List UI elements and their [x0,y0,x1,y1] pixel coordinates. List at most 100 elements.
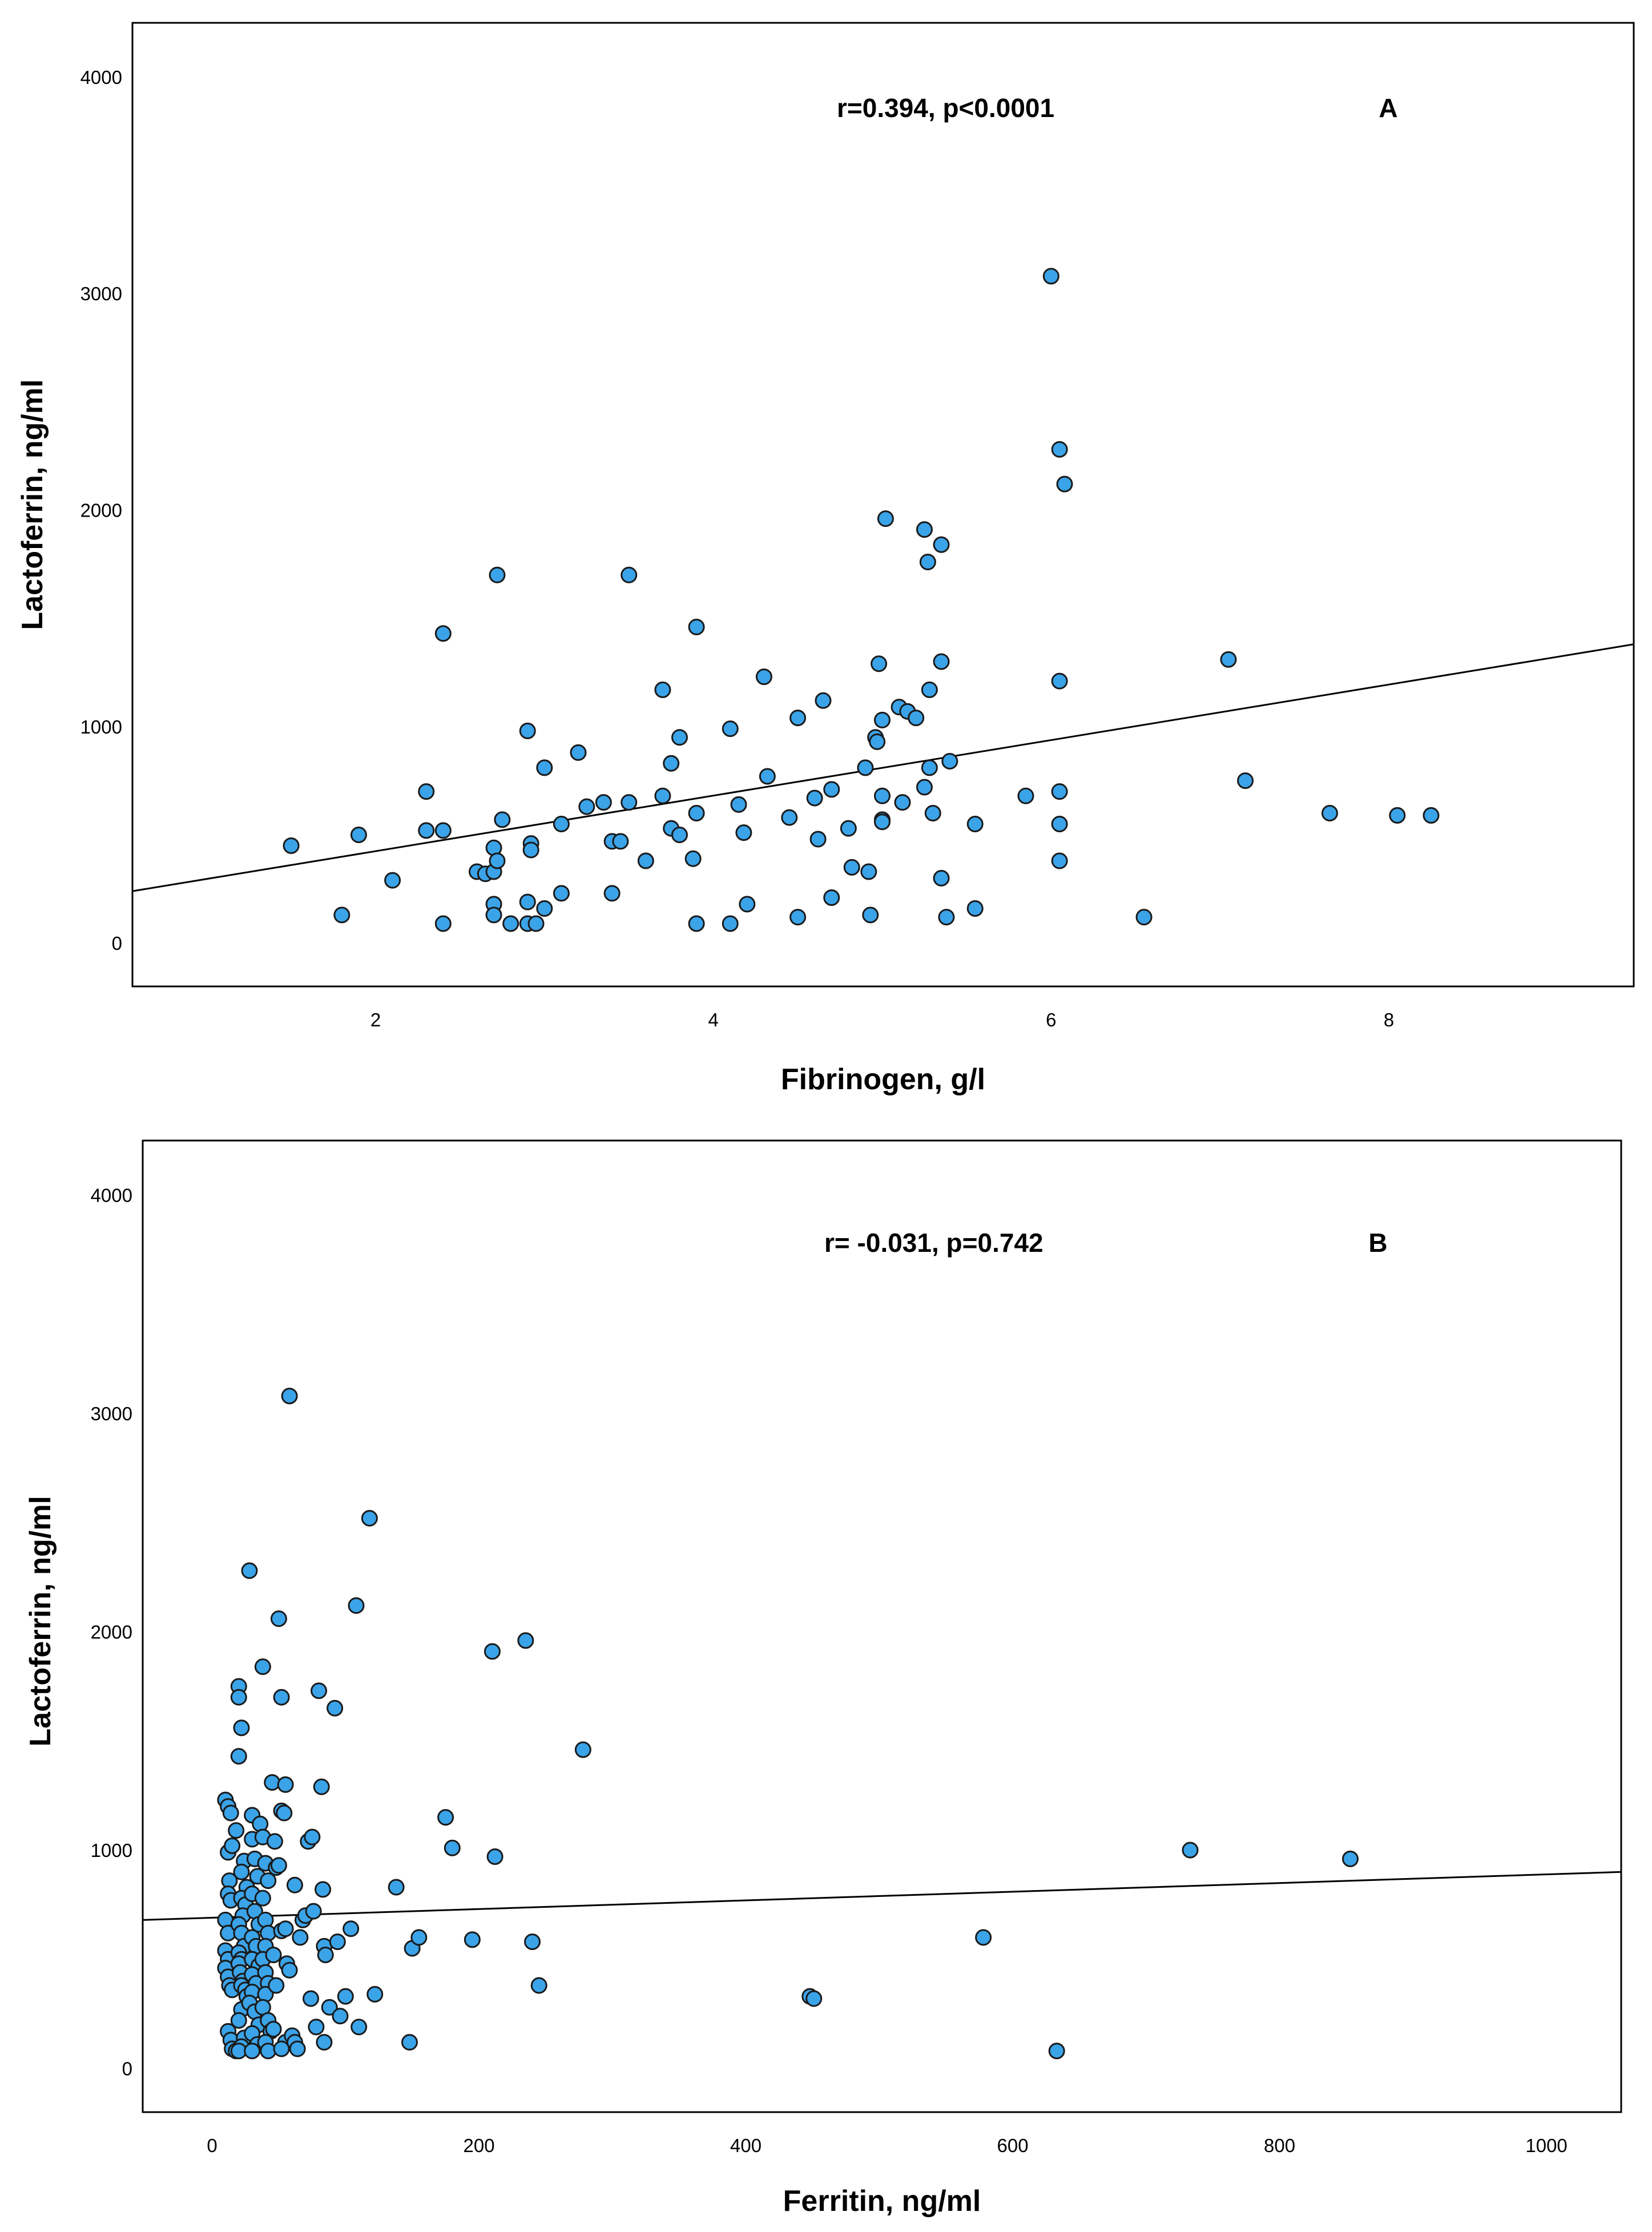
data-point [527,915,545,932]
plot-frame [142,1139,1622,2113]
data-point [327,1699,344,1717]
data-point [1017,787,1034,804]
data-point [874,787,891,804]
x-tick-label: 4 [708,1009,719,1030]
data-point [264,1774,281,1791]
data-point [933,536,950,553]
data-point [361,1510,378,1527]
data-point [1341,1850,1359,1867]
data-point [228,1822,245,1839]
data-point [730,796,747,813]
data-point [759,768,776,785]
x-tick-label: 6 [1046,1009,1056,1030]
data-point [305,1903,322,1920]
data-point [924,805,941,822]
data-point [806,789,823,807]
data-point [789,909,807,926]
y-tick-label: 1000 [91,1840,132,1861]
x-tick-label: 2 [370,1009,381,1030]
data-point [809,831,827,848]
data-point [464,1931,481,1948]
data-point [317,1947,334,1964]
data-point [874,813,891,831]
data-point [860,863,877,880]
data-point [233,1719,250,1737]
x-tick-label: 400 [730,2135,761,2156]
panel-b-ferritin: 0 1000 2000 3000 4000 0 200 400 600 800 1000 r= -0… [24,1139,1622,2218]
data-point [553,885,570,902]
plot-frame [131,22,1635,988]
y-tick-label: 1000 [80,716,122,738]
data-point [877,510,894,527]
panel-label: A [1379,93,1397,123]
data-point [277,1776,294,1793]
data-point [916,779,933,796]
x-tick-label: 600 [997,2135,1029,2156]
data-point [233,1863,250,1880]
data-point [869,733,886,750]
data-point [1135,909,1153,926]
data-point [688,805,705,822]
data-point [224,1837,241,1854]
data-point [1056,476,1073,493]
y-tick-label: 2000 [80,499,122,521]
data-point [388,1879,405,1896]
data-point [862,907,879,924]
data-point [536,900,553,917]
data-point [434,625,452,642]
data-point [688,915,705,932]
data-point [941,753,958,770]
data-point [916,521,933,538]
data-point [966,900,984,917]
data-point [536,759,553,776]
data-point [260,1872,277,1889]
data-point [823,889,840,906]
x-axis-title: Fibrinogen, g/l [781,1063,985,1096]
data-point [289,2040,306,2057]
data-point [524,1933,541,1951]
data-point [266,1833,283,1850]
data-point [337,1988,354,2005]
data-point [823,781,840,798]
data-point [722,915,739,932]
data-point [410,1929,428,1946]
data-point [260,2042,277,2060]
data-point [663,755,680,772]
data-point [1220,651,1237,668]
data-point [578,798,595,815]
data-point [603,885,620,902]
data-point [1182,1842,1199,1859]
data-point [908,710,925,727]
data-point [418,822,435,839]
x-tick-label: 8 [1384,1009,1394,1030]
data-point [574,1741,591,1758]
data-point [313,1778,330,1795]
data-point [265,1947,282,1964]
data-point [620,566,638,583]
y-tick-label: 0 [122,2058,132,2080]
data-point [684,850,702,867]
data-point [654,681,671,698]
data-point [222,1804,239,1822]
data-point [244,2042,261,2060]
data-point [1237,772,1254,789]
data-point [366,1985,384,2003]
data-point [519,893,536,910]
data-point [919,554,936,571]
data-point [437,1809,454,1826]
data-point [966,816,984,833]
data-point [303,1990,320,2007]
data-point [671,826,688,843]
data-point [254,1889,271,1907]
data-point [1042,268,1059,285]
x-tick-label: 200 [464,2135,495,2156]
regression-line [132,643,1634,892]
data-point [637,852,654,869]
y-tick-label: 3000 [80,283,122,304]
data-point [316,2034,333,2051]
data-point [401,2034,418,2051]
data-point [489,852,506,869]
data-point [273,1689,290,1706]
